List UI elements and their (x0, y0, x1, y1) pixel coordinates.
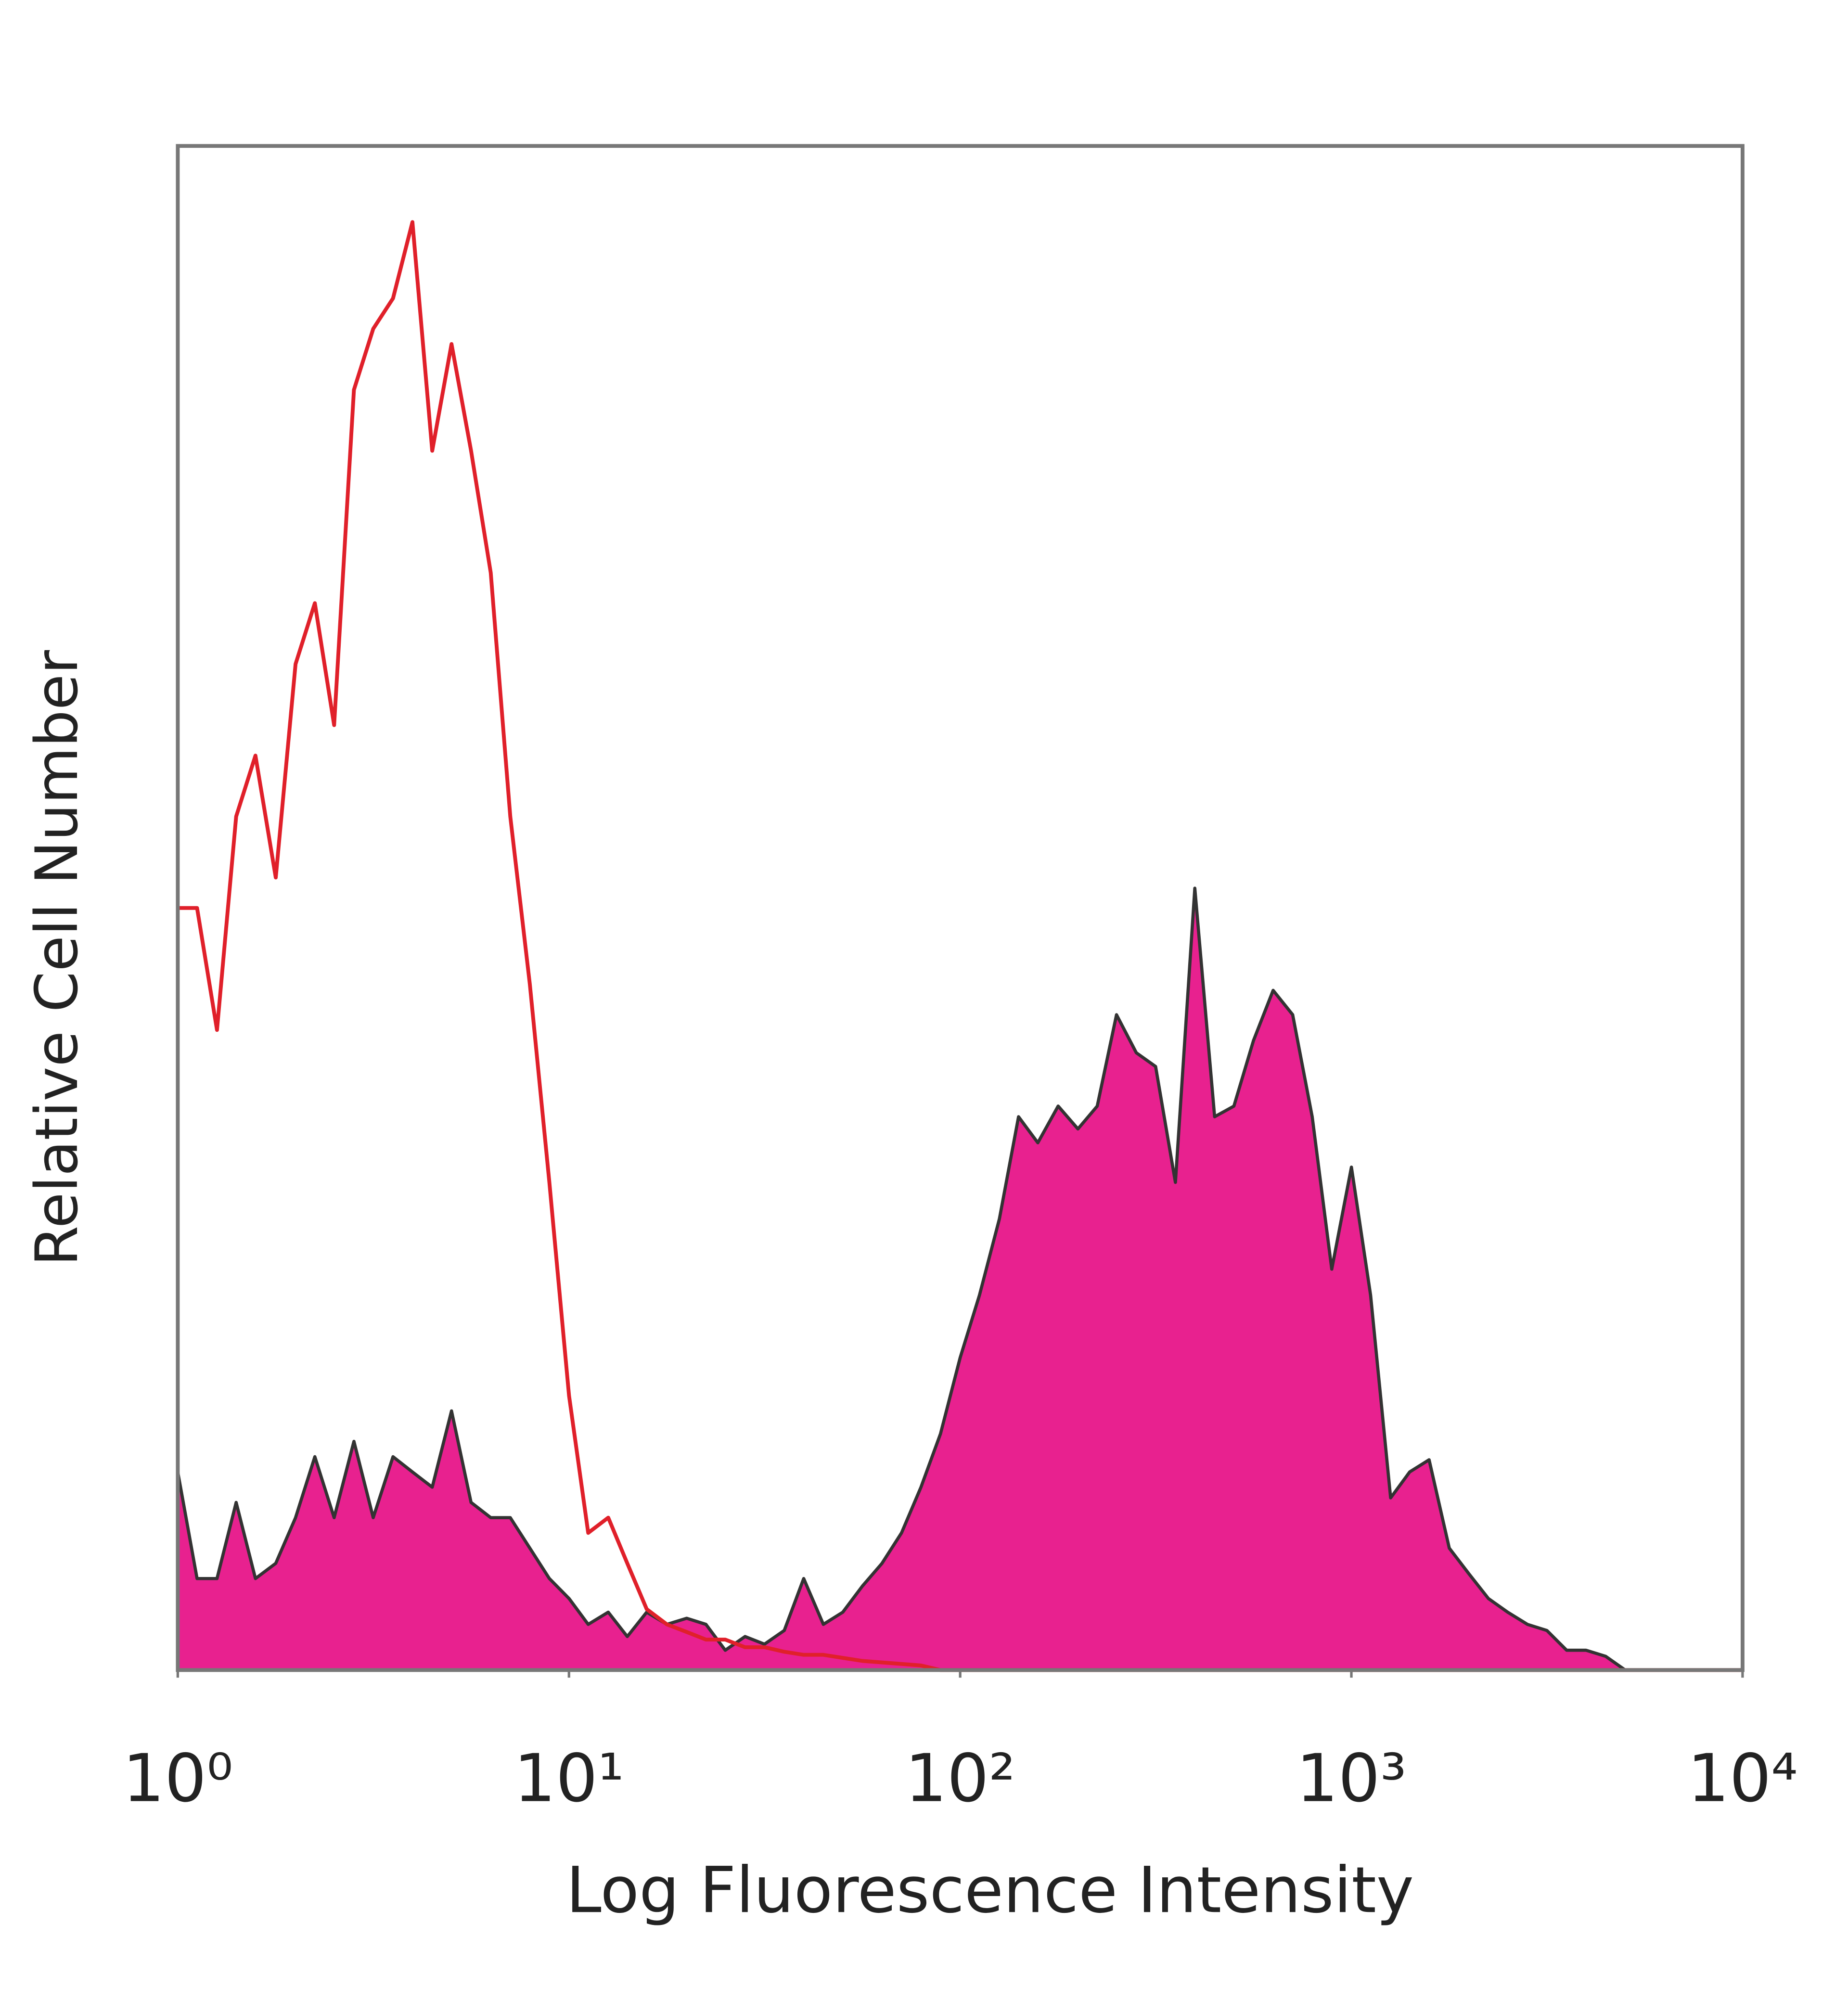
x-tick-label: 10⁰ (123, 1741, 233, 1817)
x-axis-title: Log Fluorescence Intensity (566, 1854, 1414, 1927)
y-axis-title: Relative Cell Number (23, 650, 91, 1266)
x-tick-label: 10⁴ (1687, 1741, 1797, 1817)
histogram-outline (176, 886, 1743, 1672)
histogram-fill (178, 888, 1743, 1670)
x-tick-label: 10² (905, 1741, 1015, 1817)
x-tick-label: 10³ (1296, 1741, 1406, 1817)
x-tick-label: 10¹ (514, 1741, 624, 1817)
